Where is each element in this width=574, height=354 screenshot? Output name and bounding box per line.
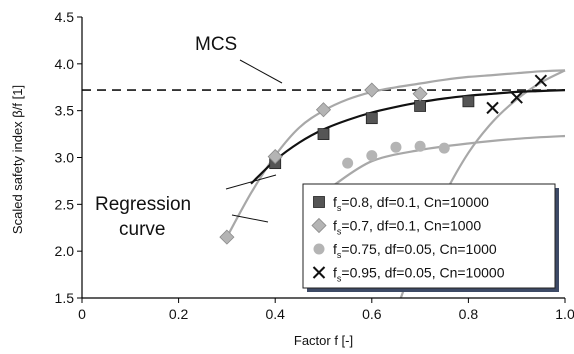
legend-entry-1: fs=0.8, df=0.1, Cn=10000 bbox=[333, 194, 489, 213]
mcs-label: MCS bbox=[195, 34, 237, 55]
y-tick-label: 2.0 bbox=[55, 243, 75, 259]
y-tick-label: 3.0 bbox=[55, 150, 75, 166]
point-circle-3 bbox=[390, 141, 402, 153]
point-square-5 bbox=[462, 95, 475, 108]
y-tick-label: 3.5 bbox=[55, 103, 75, 119]
legend-entry-4: fs=0.95, df=0.05, Cn=10000 bbox=[333, 265, 505, 284]
point-square-3 bbox=[365, 112, 378, 125]
axes: 1.5 2.0 2.5 3.0 3.5 4.0 4.5 0 0.2 0.4 0.6 0.8 1.0 Fac… bbox=[10, 9, 574, 348]
y-tick-label: 2.5 bbox=[55, 196, 75, 212]
point-square-2 bbox=[317, 128, 330, 140]
legend-marker-cross bbox=[312, 266, 326, 279]
legend-box bbox=[302, 183, 556, 289]
x-tick-label: 0.4 bbox=[265, 306, 285, 322]
point-diamond-3 bbox=[315, 102, 332, 118]
x-tick-label: 1.0 bbox=[555, 306, 574, 322]
x-tick-label: 0.2 bbox=[169, 306, 189, 322]
y-tick-label: 1.5 bbox=[55, 290, 75, 306]
y-axis-label: Scaled safety index β/f [1] bbox=[10, 85, 25, 234]
point-cross-2 bbox=[510, 91, 523, 104]
point-circle-5 bbox=[438, 142, 450, 154]
y-tick-label: 4.5 bbox=[55, 9, 75, 25]
legend-marker-circle bbox=[313, 243, 325, 255]
point-diamond-1 bbox=[219, 229, 235, 245]
regression-label-line2: curve bbox=[119, 219, 165, 240]
point-circle-4 bbox=[414, 140, 426, 152]
regression-leader-line-1 bbox=[225, 174, 277, 190]
x-tick-label: 0.8 bbox=[459, 306, 479, 322]
legend-marker-diamond bbox=[311, 217, 327, 234]
markers bbox=[219, 74, 548, 245]
point-cross-1 bbox=[486, 101, 499, 115]
x-tick-label: 0.6 bbox=[362, 306, 382, 322]
x-tick-label: 0 bbox=[78, 306, 86, 322]
x-axis-label: Factor f [-] bbox=[294, 333, 353, 348]
point-cross-3 bbox=[534, 74, 548, 87]
regression-label-line1: Regression bbox=[95, 194, 191, 215]
legend-entry-3: fs=0.75, df=0.05, Cn=1000 bbox=[333, 241, 497, 260]
legend-marker-square bbox=[313, 196, 325, 208]
point-circle-2 bbox=[366, 150, 378, 162]
regression-curve-light-1 bbox=[225, 69, 566, 238]
annotations: MCS Regression curve bbox=[95, 34, 283, 240]
mcs-leader-line bbox=[239, 59, 283, 84]
point-diamond-5 bbox=[412, 86, 428, 102]
regression-curve-dark-1 bbox=[250, 89, 566, 185]
y-tick-label: 4.0 bbox=[55, 56, 75, 72]
legend: fs=0.8, df=0.1, Cn=10000 fs=0.7, df=0.1, … bbox=[302, 183, 559, 292]
legend-entry-2: fs=0.7, df=0.1, Cn=1000 bbox=[333, 218, 481, 237]
point-square-4 bbox=[414, 100, 427, 112]
point-circle-1 bbox=[342, 157, 354, 169]
regression-leader-line-2 bbox=[231, 214, 269, 223]
point-diamond-4 bbox=[364, 82, 380, 98]
regression-curve-light-2 bbox=[332, 134, 566, 187]
point-diamond-2 bbox=[267, 148, 283, 165]
